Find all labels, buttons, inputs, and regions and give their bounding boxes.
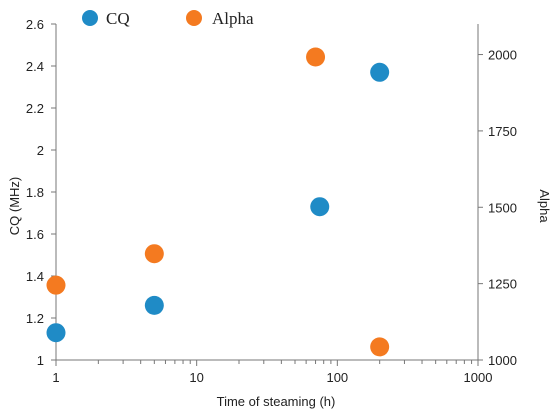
y-left-tick-label: 1.6	[26, 227, 44, 242]
y-left-tick-label: 2	[37, 143, 44, 158]
data-point-alpha	[306, 47, 326, 67]
x-tick-label: 10	[189, 370, 203, 385]
y-left-tick-label: 1	[37, 353, 44, 368]
y-right-tick-label: 1750	[488, 124, 517, 139]
legend-label-alpha: Alpha	[212, 9, 254, 28]
data-point-cq	[144, 295, 164, 315]
y-right-tick-label: 1250	[488, 277, 517, 292]
tick-labels: 1 10 100 1000 1 1.2 1.4 1.6 1.8 2 2.2 2.4 2.6 1000 125…	[26, 17, 517, 385]
y-right-tick-label: 1500	[488, 200, 517, 215]
x-tick-label: 1000	[464, 370, 493, 385]
data-point-alpha	[46, 275, 66, 295]
data-point-cq	[370, 62, 390, 82]
y-left-axis-title: CQ (MHz)	[7, 177, 22, 236]
y-right-tick-label: 1000	[488, 353, 517, 368]
data-points	[46, 47, 390, 357]
legend-marker-alpha	[186, 10, 202, 26]
axes	[51, 23, 483, 366]
y-left-tick-label: 1.2	[26, 311, 44, 326]
x-tick-label: 1	[52, 370, 59, 385]
legend: CQ Alpha	[82, 9, 254, 28]
data-point-alpha	[144, 244, 164, 264]
data-point-alpha	[370, 337, 390, 357]
y-left-tick-label: 2.2	[26, 101, 44, 116]
y-left-tick-label: 2.4	[26, 59, 44, 74]
y-left-tick-label: 2.6	[26, 17, 44, 32]
y-left-tick-label: 1.4	[26, 269, 44, 284]
y-right-tick-label: 2000	[488, 48, 517, 63]
y-right-axis-title: Alpha	[537, 189, 550, 223]
legend-label-cq: CQ	[106, 9, 130, 28]
legend-marker-cq	[82, 10, 98, 26]
x-axis-title: Time of steaming (h)	[217, 394, 336, 409]
x-tick-label: 100	[326, 370, 348, 385]
y-left-tick-label: 1.8	[26, 185, 44, 200]
data-point-cq	[46, 323, 66, 343]
data-point-cq	[310, 197, 330, 217]
